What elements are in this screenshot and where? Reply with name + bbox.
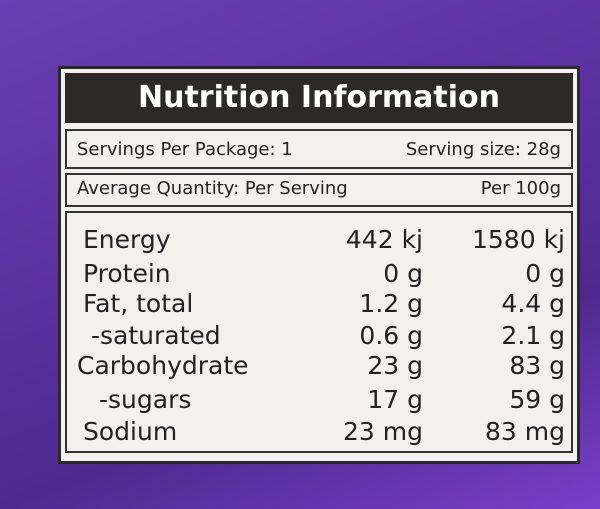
per-100g-header: Per 100g <box>480 178 561 199</box>
nutrient-label: -saturated <box>91 321 221 350</box>
per-serving-value: 1.2 g <box>359 289 423 318</box>
per-100g-value: 83 g <box>509 351 565 380</box>
nutrient-label: Carbohydrate <box>77 351 249 380</box>
per-serving-value: 17 g <box>367 385 423 414</box>
servings-row: Servings Per Package: 1 Serving size: 28… <box>65 129 573 169</box>
per-100g-value: 1580 kj <box>472 225 565 254</box>
per-serving-value: 0 g <box>383 259 423 288</box>
nutrient-label: Sodium <box>83 417 178 446</box>
per-serving-value: 23 g <box>367 351 423 380</box>
nutrient-label: -sugars <box>99 385 192 414</box>
nutrient-label: Protein <box>83 259 171 288</box>
nutrition-panel: Nutrition Information Servings Per Packa… <box>58 66 580 464</box>
nutrition-table: Energy 442 kj 1580 kj Protein 0 g 0 g Fat, tot… <box>65 211 573 453</box>
per-serving-value: 442 kj <box>345 225 423 254</box>
per-serving-value: 0.6 g <box>359 321 423 350</box>
column-header-row: Average Quantity: Per Serving Per 100g <box>65 173 573 207</box>
serving-size: Serving size: 28g <box>405 139 561 160</box>
nutrient-label: Fat, total <box>83 289 194 318</box>
per-100g-value: 59 g <box>509 385 565 414</box>
per-100g-value: 0 g <box>525 259 565 288</box>
per-serving-value: 23 mg <box>343 417 423 446</box>
per-100g-value: 4.4 g <box>501 289 565 318</box>
per-100g-value: 2.1 g <box>501 321 565 350</box>
title: Nutrition Information <box>65 73 573 123</box>
servings-per-package: Servings Per Package: 1 <box>77 139 293 160</box>
nutrient-label: Energy <box>83 225 171 254</box>
per-100g-value: 83 mg <box>485 417 565 446</box>
per-serving-header: Average Quantity: Per Serving <box>77 178 348 199</box>
